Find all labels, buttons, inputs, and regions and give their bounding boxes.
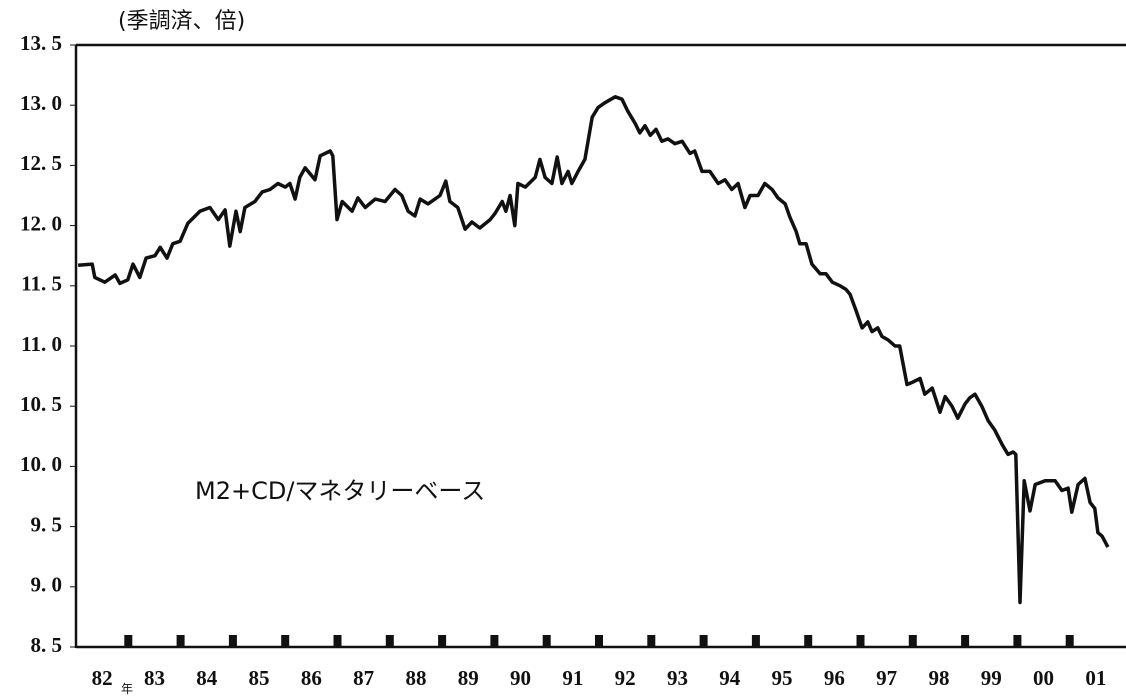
y-tick-label: 10. 0 bbox=[20, 452, 62, 476]
x-tick-label: 91 bbox=[562, 666, 583, 690]
y-tick-label: 8. 5 bbox=[31, 633, 63, 657]
x-tick-mark bbox=[595, 635, 603, 647]
x-tick-mark bbox=[490, 635, 499, 647]
x-tick-label: 96 bbox=[824, 666, 845, 690]
y-tick-label: 12. 0 bbox=[20, 211, 62, 235]
x-tick-label: 94 bbox=[719, 666, 741, 690]
y-tick-label: 12. 5 bbox=[20, 151, 62, 175]
x-tick-label: 86 bbox=[301, 666, 322, 690]
annotation: M2+CD/マネタリーベース bbox=[195, 477, 485, 505]
data-line bbox=[77, 95, 1110, 605]
chart-title: (季調済、倍) bbox=[118, 9, 245, 34]
x-tick-label: 87 bbox=[353, 666, 374, 690]
x-tick-mark bbox=[1065, 635, 1074, 647]
x-tick-label: 93 bbox=[667, 666, 688, 690]
x-tick-label: 00 bbox=[1033, 666, 1054, 690]
x-tick-mark bbox=[124, 635, 133, 647]
x-tick-label: 92 bbox=[615, 666, 636, 690]
y-tick-label: 9. 0 bbox=[31, 573, 63, 597]
x-tick-mark bbox=[228, 635, 237, 647]
x-tick-label: 98 bbox=[928, 666, 949, 690]
x-tick-mark bbox=[542, 635, 551, 647]
x-tick-label: 84 bbox=[196, 666, 218, 690]
x-tick-mark bbox=[751, 635, 760, 647]
x-tick-mark bbox=[804, 635, 813, 647]
x-tick-label: 97 bbox=[876, 666, 897, 690]
x-tick-mark bbox=[281, 635, 290, 647]
x-tick-label: 90 bbox=[510, 666, 531, 690]
y-tick-label: 13. 0 bbox=[20, 91, 62, 115]
x-tick-mark bbox=[438, 635, 447, 647]
x-tick-mark bbox=[908, 635, 917, 647]
y-tick-label: 13. 5 bbox=[20, 31, 62, 55]
x-tick-label: 01 bbox=[1085, 666, 1106, 690]
x-tick-label: 99 bbox=[981, 666, 1002, 690]
x-tick-mark bbox=[176, 635, 185, 647]
x-tick-label: 82 bbox=[92, 666, 113, 690]
y-tick-label: 10. 5 bbox=[20, 392, 62, 416]
x-tick-mark bbox=[1013, 635, 1022, 647]
x-tick-label: 89 bbox=[458, 666, 479, 690]
y-tick-label: 9. 5 bbox=[31, 512, 63, 536]
x-tick-label: 88 bbox=[405, 666, 426, 690]
y-tick-label: 11. 0 bbox=[21, 332, 62, 356]
x-tick-label: 83 bbox=[144, 666, 165, 690]
x-tick-mark bbox=[856, 635, 865, 647]
y-tick-label: 11. 5 bbox=[21, 272, 62, 296]
x-tick-mark bbox=[699, 635, 708, 647]
x-tick-mark bbox=[385, 635, 394, 647]
x-tick-mark bbox=[961, 635, 970, 647]
x-tick-mark bbox=[333, 635, 342, 647]
x-tick-mark bbox=[647, 635, 656, 647]
x-tick-label: 85 bbox=[249, 666, 270, 690]
x-tick-label: 95 bbox=[772, 666, 793, 690]
x-axis-label: 年 bbox=[121, 682, 133, 696]
